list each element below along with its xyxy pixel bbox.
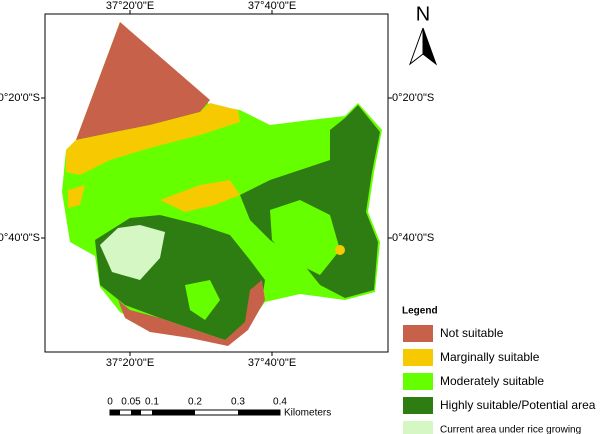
suitability-map — [62, 22, 382, 346]
legend-label: Current area under rice growing — [440, 425, 581, 434]
marginal-band — [66, 103, 240, 175]
legend: Not suitable Marginally suitable Moderatel… — [403, 325, 596, 434]
marginal-patch — [160, 180, 240, 212]
scale-segment — [131, 410, 141, 415]
scale-label: 0.1 — [145, 397, 159, 408]
marginal-patch — [68, 185, 85, 208]
arrow-half — [408, 27, 424, 66]
latitude-label: 0°40'0"S — [392, 232, 434, 244]
scale-label: 0.2 — [188, 397, 202, 408]
rice-area — [100, 225, 165, 280]
legend-swatch — [403, 397, 433, 414]
arrow-half — [422, 27, 438, 66]
longitude-label: 37°20'0"E — [106, 357, 154, 369]
legend-label: Highly suitable/Potential area — [440, 398, 596, 412]
latitude-label: 0°40'0"S — [0, 232, 40, 244]
not-suitable-south — [118, 280, 265, 346]
highly-suitable-east — [240, 105, 380, 298]
frame-ticks — [41, 10, 392, 356]
longitude-label: 37°40'0"E — [248, 0, 296, 12]
longitude-label: 37°20'0"E — [106, 0, 154, 12]
scale-label: 0.3 — [231, 397, 245, 408]
scale-segment — [152, 410, 195, 415]
legend-label: Moderately suitable — [440, 374, 544, 388]
not-suitable-north — [76, 22, 210, 140]
longitude-label: 37°40'0"E — [248, 357, 296, 369]
legend-title: Legend — [402, 306, 438, 317]
marginal-spot — [335, 245, 345, 255]
scale-segment — [238, 410, 280, 415]
scale-label: 0.4 — [273, 397, 287, 408]
latitude-label: 0°20'0"S — [392, 92, 434, 104]
legend-swatch — [403, 373, 433, 390]
scale-label: 0.05 — [121, 397, 141, 408]
legend-swatch — [403, 325, 433, 342]
north-arrow: N — [408, 3, 438, 66]
scale-segment — [110, 410, 120, 415]
scale-label: 0 — [107, 397, 113, 408]
legend-label: Marginally suitable — [440, 350, 540, 364]
scale-bar: Kilometers 0 0.05 0.1 0.2 0.3 0.4 — [107, 397, 331, 419]
latitude-label: 0°20'0"S — [0, 92, 40, 104]
moderate-patch — [185, 280, 220, 320]
legend-swatch — [403, 349, 433, 366]
legend-label: Not suitable — [440, 326, 504, 340]
legend-swatch — [403, 421, 433, 434]
scale-unit: Kilometers — [284, 408, 331, 419]
north-label: N — [416, 3, 430, 25]
moderate-patch — [270, 200, 340, 275]
